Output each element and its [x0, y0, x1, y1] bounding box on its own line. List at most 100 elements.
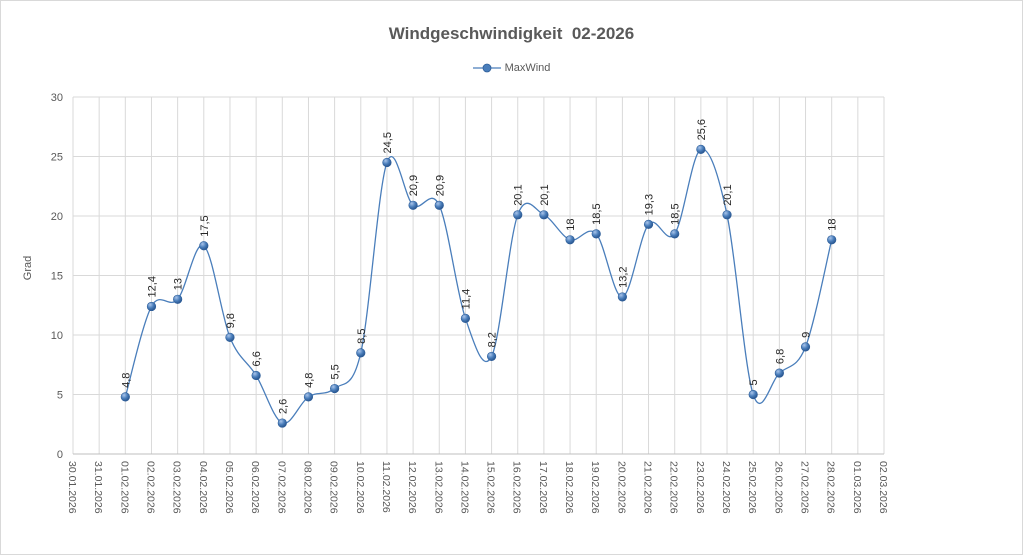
data-point — [146, 301, 157, 312]
x-tick-label: 13.02.2026 — [432, 461, 444, 514]
data-label: 13,2 — [617, 266, 629, 287]
y-tick-label: 15 — [51, 271, 63, 283]
data-label: 13 — [173, 278, 185, 290]
data-point — [565, 235, 575, 245]
data-point — [774, 368, 784, 378]
data-label: 18,5 — [591, 203, 603, 224]
y-tick-label: 30 — [51, 92, 63, 104]
y-tick-label: 25 — [51, 152, 63, 164]
data-label: 8,2 — [487, 332, 499, 347]
x-tick-label: 12.02.2026 — [406, 461, 418, 514]
x-tick-label: 10.02.2026 — [354, 461, 366, 514]
x-tick-label: 01.03.2026 — [851, 461, 863, 514]
legend-swatch-maxwind — [472, 63, 501, 73]
x-tick-label: 24.02.2026 — [720, 461, 732, 514]
x-tick-label: 14.02.2026 — [458, 461, 470, 514]
data-point — [800, 342, 811, 352]
data-point — [539, 210, 549, 220]
data-point — [513, 210, 523, 220]
data-point — [617, 292, 627, 302]
data-point — [722, 210, 732, 220]
data-point — [408, 200, 418, 210]
legend: MaxWind — [0, 62, 1023, 74]
data-label: 9 — [801, 332, 813, 338]
x-tick-label: 20.02.2026 — [615, 461, 627, 514]
data-label: 20,9 — [434, 175, 446, 196]
x-tick-label: 31.01.2026 — [92, 461, 104, 514]
data-point — [251, 370, 261, 381]
data-point — [382, 157, 392, 168]
data-point — [670, 229, 680, 239]
x-tick-label: 18.02.2026 — [563, 461, 575, 514]
data-label: 19,3 — [644, 194, 656, 215]
y-tick-label: 5 — [57, 390, 63, 402]
x-tick-label: 08.02.2026 — [301, 461, 313, 514]
x-tick-label: 16.02.2026 — [511, 461, 523, 514]
data-label: 17,5 — [199, 215, 211, 236]
x-tick-label: 03.02.2026 — [171, 461, 183, 514]
data-point — [434, 200, 444, 210]
data-label: 20,1 — [722, 184, 734, 205]
data-label: 6,6 — [251, 351, 263, 366]
data-point — [120, 392, 130, 402]
data-label: 12,4 — [146, 276, 158, 297]
data-label: 9,8 — [225, 313, 237, 328]
data-label: 6,8 — [774, 349, 786, 364]
data-point — [748, 389, 758, 400]
data-label: 4,8 — [303, 373, 315, 388]
x-tick-label: 19.02.2026 — [589, 461, 601, 514]
data-label: 20,1 — [513, 184, 525, 205]
y-axis-label: Grad — [22, 256, 34, 280]
data-label: 18 — [827, 219, 839, 231]
data-label: 25,6 — [696, 119, 708, 140]
x-tick-label: 07.02.2026 — [275, 461, 287, 514]
data-label: 24,5 — [382, 132, 394, 153]
data-point — [330, 383, 340, 394]
data-label: 11,4 — [460, 289, 472, 310]
data-label: 18 — [565, 219, 577, 231]
data-label: 2,6 — [277, 399, 289, 414]
data-point — [356, 348, 366, 358]
x-tick-label: 23.02.2026 — [694, 461, 706, 514]
x-tick-label: 04.02.2026 — [197, 461, 209, 514]
x-tick-label: 28.02.2026 — [825, 461, 837, 514]
data-label: 5 — [748, 379, 760, 385]
y-tick-label: 20 — [51, 211, 63, 223]
data-point — [486, 351, 497, 362]
x-tick-label: 30.01.2026 — [66, 461, 78, 514]
data-label: 4,8 — [120, 373, 132, 388]
chart-title: Windgeschwindigkeit 02-2026 — [388, 24, 635, 43]
data-point — [303, 392, 314, 402]
x-tick-label: 21.02.2026 — [642, 461, 654, 514]
data-label: 18,5 — [670, 203, 682, 224]
x-tick-label: 26.02.2026 — [772, 461, 784, 514]
x-tick-label: 17.02.2026 — [537, 461, 549, 514]
data-label: 20,9 — [408, 175, 420, 196]
x-tick-label: 22.02.2026 — [668, 461, 680, 514]
data-point — [460, 313, 471, 323]
y-tick-label: 10 — [51, 330, 63, 342]
data-point — [225, 332, 235, 342]
data-point — [696, 144, 706, 154]
x-tick-label: 27.02.2026 — [799, 461, 811, 514]
data-point — [173, 294, 183, 304]
data-point — [643, 219, 654, 229]
legend-label-maxwind: MaxWind — [504, 62, 551, 74]
data-label: 8,5 — [356, 329, 368, 344]
x-tick-label: 05.02.2026 — [223, 461, 235, 514]
x-tick-label: 06.02.2026 — [249, 461, 261, 514]
data-point — [277, 418, 287, 428]
x-tick-label: 09.02.2026 — [328, 461, 340, 514]
x-tick-label: 02.02.2026 — [144, 461, 156, 514]
data-point — [199, 241, 209, 251]
x-tick-label: 11.02.2026 — [380, 461, 392, 513]
data-label: 5,5 — [330, 364, 342, 379]
data-point — [591, 229, 601, 239]
data-point — [827, 235, 837, 245]
x-tick-label: 25.02.2026 — [746, 461, 758, 514]
x-tick-label: 01.02.2026 — [118, 461, 130, 514]
y-tick-label: 0 — [57, 449, 63, 461]
data-label: 20,1 — [539, 184, 551, 205]
